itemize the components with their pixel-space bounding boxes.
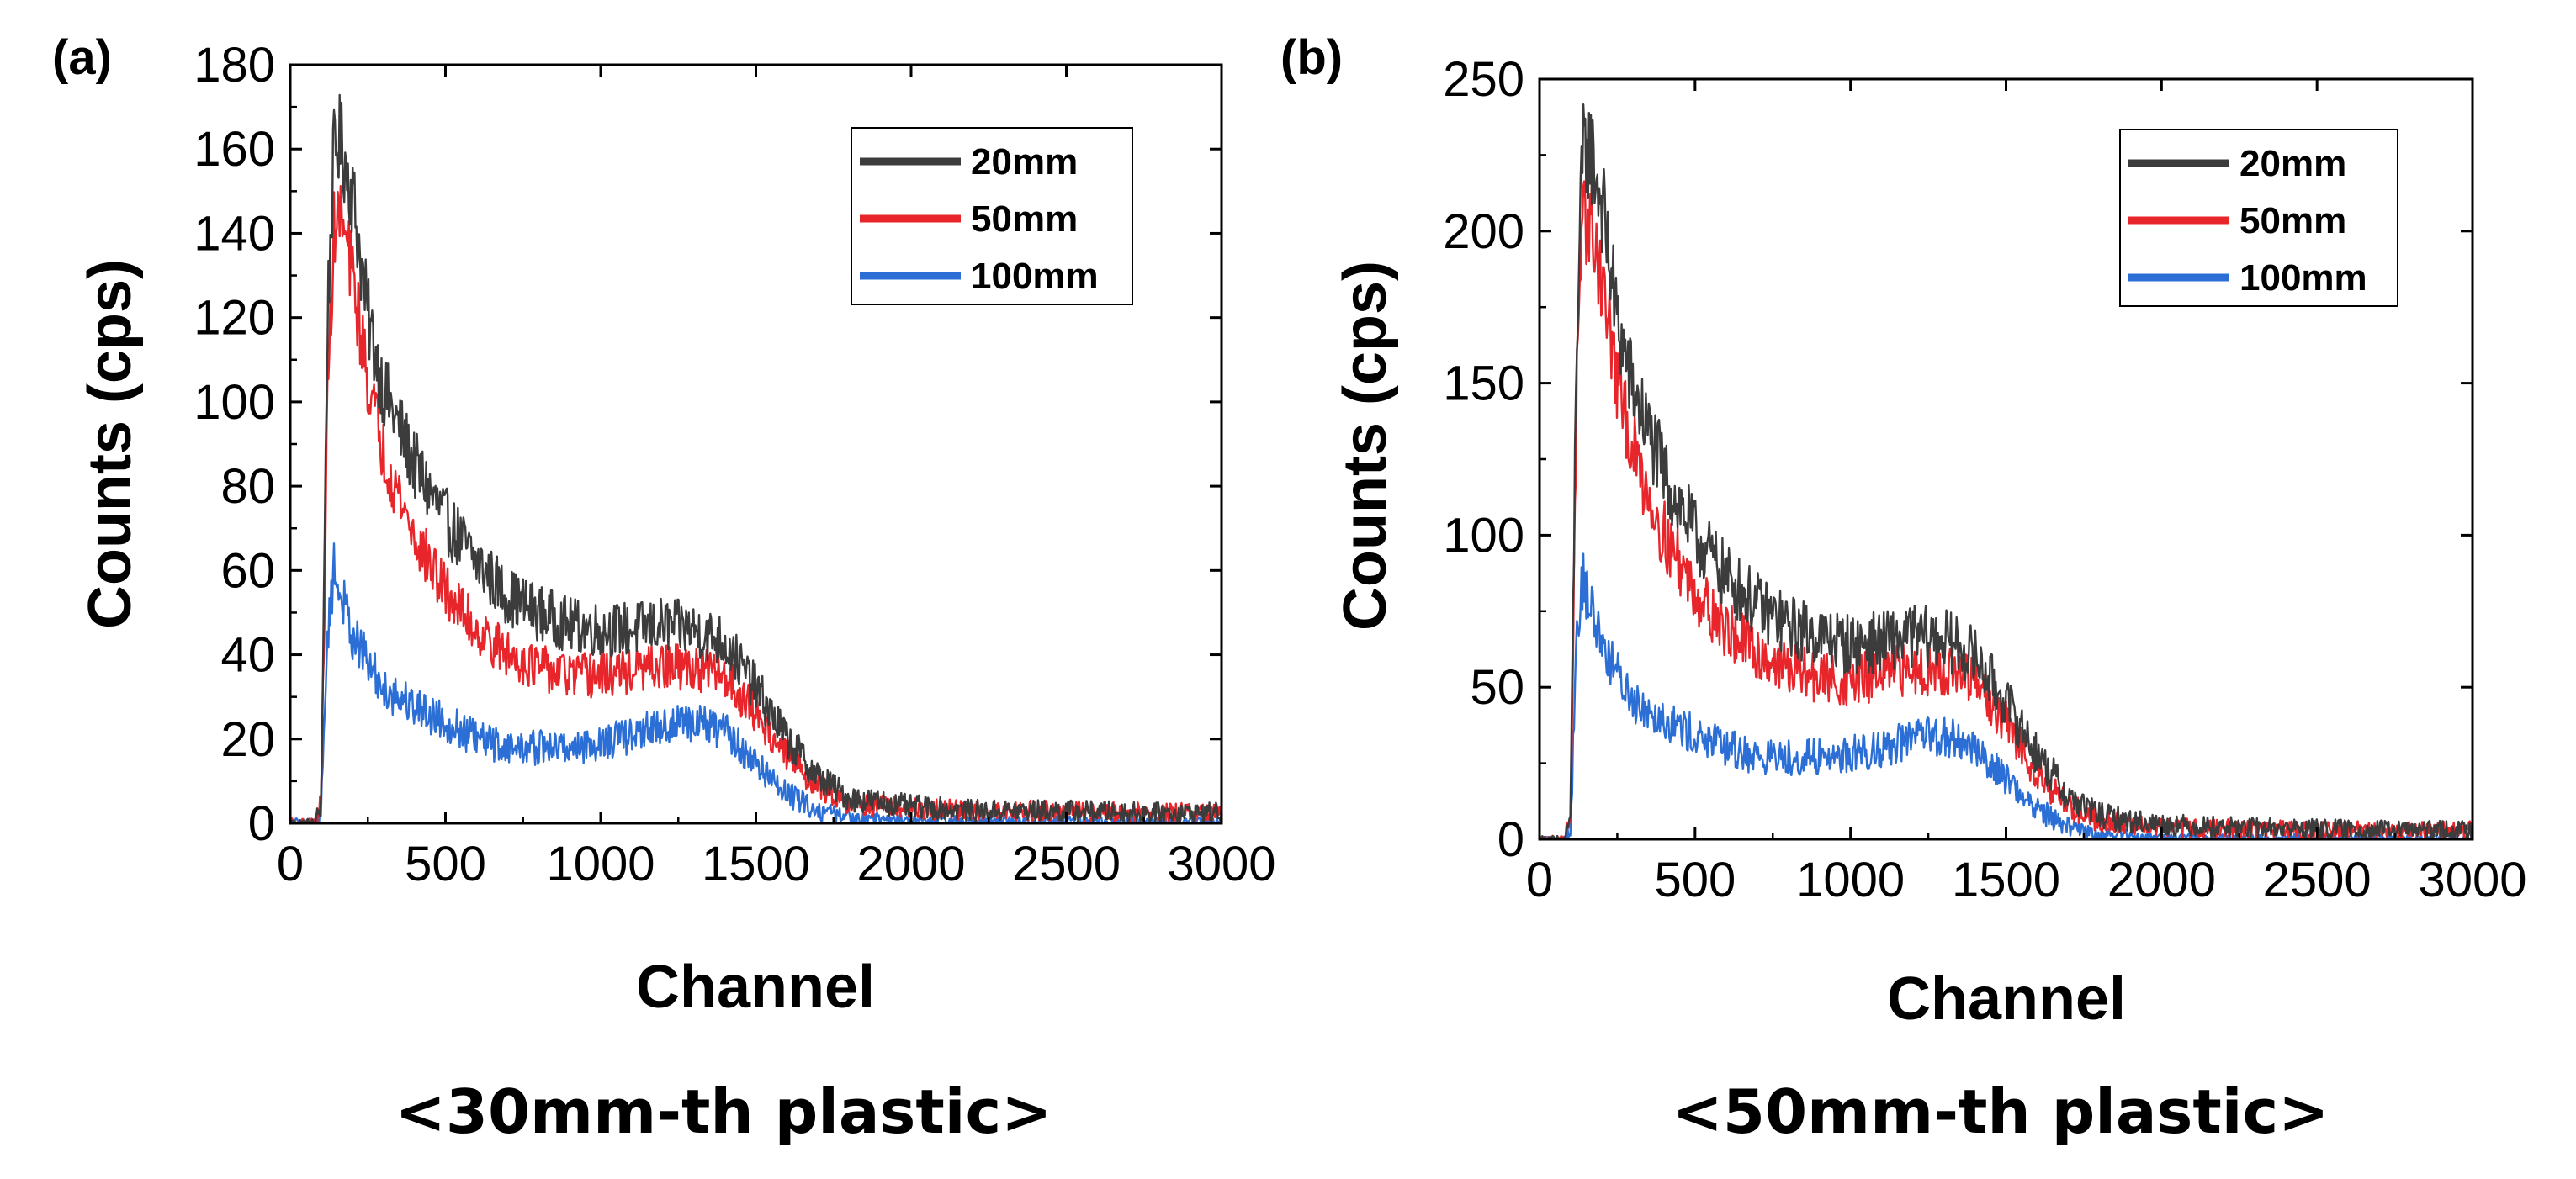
x-tick-label: 2500 [1012, 837, 1121, 891]
legend-label-20mm: 20mm [971, 141, 1078, 182]
panel-b-legend: 20mm 50mm 100mm [2119, 129, 2398, 307]
y-tick-label: 100 [193, 375, 275, 430]
series-line-20mm [290, 93, 1222, 823]
panel-a-x-axis-title: Channel [636, 954, 875, 1021]
x-tick-label: 2000 [856, 837, 965, 891]
series-line-20mm [1540, 103, 2473, 839]
x-tick-label: 1000 [546, 837, 655, 891]
legend-label-50mm: 50mm [2239, 200, 2346, 241]
panel-b-x-axis-title: Channel [1887, 965, 2126, 1033]
y-tick-label: 40 [220, 628, 275, 683]
x-tick-label: 3000 [1167, 837, 1275, 891]
y-tick-label: 120 [193, 291, 275, 346]
y-tick-label: 0 [1497, 812, 1524, 867]
y-tick-label: 180 [193, 38, 275, 93]
y-tick-label: 60 [220, 543, 275, 598]
panel-b-label: (b) [1280, 30, 1343, 85]
panel-a-label: (a) [52, 30, 112, 85]
x-tick-label: 500 [1654, 853, 1736, 907]
y-tick-label: 20 [220, 712, 275, 767]
panel-a-series [290, 93, 1222, 823]
y-tick-label: 80 [220, 459, 275, 514]
x-tick-label: 2500 [2263, 853, 2372, 907]
y-tick-label: 50 [1470, 660, 1524, 715]
x-tick-label: 1500 [1952, 853, 2060, 907]
x-tick-label: 1000 [1796, 853, 1905, 907]
panel-b-y-axis-title: Counts (cps) [1332, 261, 1399, 631]
y-tick-label: 200 [1443, 204, 1524, 259]
y-tick-label: 0 [248, 796, 275, 851]
x-tick-label: 1500 [702, 837, 810, 891]
x-tick-label: 500 [405, 837, 486, 891]
y-tick-label: 100 [1443, 508, 1524, 563]
panel-a-y-axis-title: Counts (cps) [77, 259, 144, 629]
x-tick-label: 0 [277, 837, 304, 891]
panel-a-caption: <30mm-th plastic> [395, 1076, 1052, 1147]
panel-a-ticks: 0 500 1000 1500 2000 2500 3000 0 20 40 60 80 100 120 1… [193, 38, 1275, 891]
y-tick-label: 140 [193, 206, 275, 261]
panel-a-legend: 20mm 50mm 100mm [851, 127, 1133, 305]
y-tick-label: 250 [1443, 52, 1524, 107]
series-line-100mm [290, 542, 1222, 823]
panel-b: (b) 0 500 1000 1500 2000 2500 3000 0 50 100 150 200… [1280, 30, 2527, 1147]
panel-b-ticks: 0 500 1000 1500 2000 2500 3000 0 50 100 150 200 250 [1443, 52, 2526, 907]
y-tick-label: 160 [193, 122, 275, 177]
legend-label-20mm: 20mm [2239, 143, 2346, 184]
legend-label-100mm: 100mm [971, 256, 1099, 297]
x-tick-label: 2000 [2107, 853, 2216, 907]
y-tick-label: 150 [1443, 357, 1524, 411]
legend-label-50mm: 50mm [971, 198, 1078, 240]
panel-a: (a) 0 500 1000 1500 2000 2500 3000 0 20 40 60 80 100… [52, 30, 1276, 1147]
x-tick-label: 0 [1526, 853, 1553, 907]
panel-b-caption: <50mm-th plastic> [1672, 1076, 2330, 1147]
legend-label-100mm: 100mm [2239, 257, 2367, 299]
x-tick-label: 3000 [2418, 853, 2526, 907]
